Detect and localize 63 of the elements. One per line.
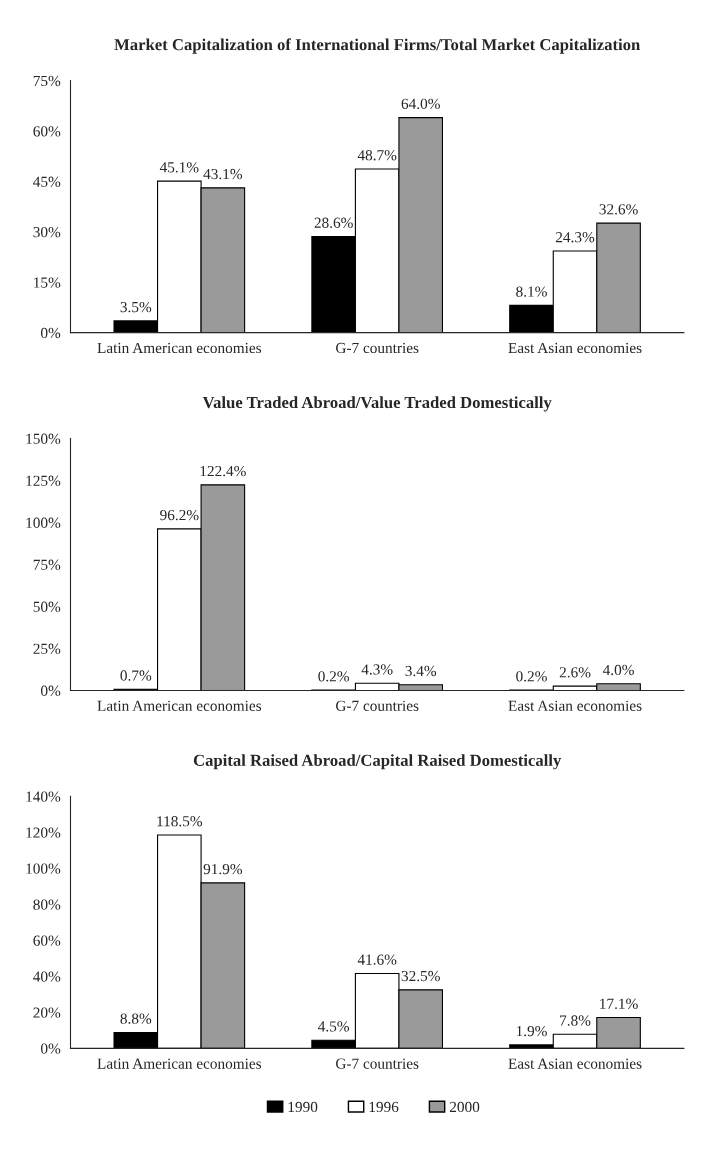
data-label: 8.1%: [516, 286, 547, 297]
y-tick-label: 20%: [33, 1007, 61, 1018]
y-tick-label: 60%: [33, 935, 61, 946]
data-label: 118.5%: [157, 816, 203, 827]
data-label: 8.8%: [120, 1013, 152, 1024]
chart-title: Capital Raised Abroad/Capital Raised Domestically: [193, 754, 562, 770]
data-label: 45.1%: [159, 162, 199, 173]
legend-label: 2000: [449, 1101, 480, 1113]
y-tick-label: 25%: [33, 643, 61, 654]
data-label: 91.9%: [203, 863, 243, 875]
y-tick-label: 40%: [33, 971, 61, 982]
y-tick-label: 0%: [41, 685, 61, 696]
data-label: 0.2%: [516, 671, 547, 682]
data-label: 7.8%: [560, 1015, 591, 1026]
data-label: 3.5%: [120, 301, 152, 313]
y-tick-label: 75%: [33, 559, 61, 570]
y-tick-label: 60%: [33, 126, 61, 137]
y-tick-label: 100%: [26, 517, 61, 528]
data-label: 32.6%: [599, 204, 638, 215]
data-label: 28.6%: [314, 217, 353, 228]
data-label: 1.9%: [516, 1025, 547, 1037]
y-tick-label: 120%: [26, 827, 61, 838]
y-tick-label: 140%: [26, 791, 61, 802]
data-label: 4.5%: [318, 1021, 350, 1032]
data-label: 32.5%: [401, 970, 440, 982]
y-tick-label: 125%: [26, 475, 61, 486]
data-label: 4.3%: [361, 664, 393, 675]
x-tick-label: Latin American economies: [97, 700, 262, 711]
legend-label: 1990: [288, 1101, 318, 1113]
y-tick-label: 45%: [33, 176, 61, 187]
chart-title: Value Traded Abroad/Value Traded Domestically: [202, 396, 552, 412]
x-tick-label: Latin American economies: [97, 1058, 262, 1069]
data-label: 0.2%: [318, 671, 350, 682]
y-tick-label: 0%: [41, 327, 61, 339]
data-label: 0.7%: [120, 670, 152, 681]
data-label: 41.6%: [357, 954, 397, 965]
x-tick-label: G-7 countries: [336, 1058, 419, 1069]
data-label: 122.4%: [200, 465, 246, 477]
x-tick-label: Latin American economies: [97, 342, 262, 354]
data-label: 96.2%: [160, 509, 199, 521]
chart-title: Market Capitalization of International Firms/Total Market Capitalization: [114, 38, 641, 54]
legend-label: 1996: [369, 1101, 399, 1113]
data-label: 17.1%: [600, 998, 638, 1009]
x-tick-label: East Asian economies: [508, 700, 642, 711]
y-tick-label: 15%: [34, 277, 61, 288]
data-label: 3.4%: [405, 665, 437, 677]
data-label: 2.6%: [559, 667, 591, 678]
y-tick-label: 100%: [26, 863, 61, 874]
x-tick-label: East Asian economies: [508, 342, 642, 354]
data-label: 43.1%: [203, 168, 243, 180]
x-tick-label: G-7 countries: [336, 700, 419, 711]
x-tick-label: East Asian economies: [508, 1058, 642, 1069]
data-label: 48.7%: [357, 150, 397, 161]
data-label: 4.0%: [602, 664, 634, 676]
y-tick-label: 80%: [33, 899, 61, 910]
x-tick-label: G-7 countries: [336, 342, 419, 354]
data-label: 64.0%: [401, 98, 440, 110]
data-label: 24.3%: [555, 232, 595, 243]
y-tick-label: 75%: [33, 75, 61, 87]
y-tick-label: 150%: [26, 433, 61, 444]
y-tick-label: 0%: [41, 1043, 61, 1054]
y-tick-label: 50%: [33, 601, 61, 612]
y-tick-label: 30%: [33, 226, 61, 238]
